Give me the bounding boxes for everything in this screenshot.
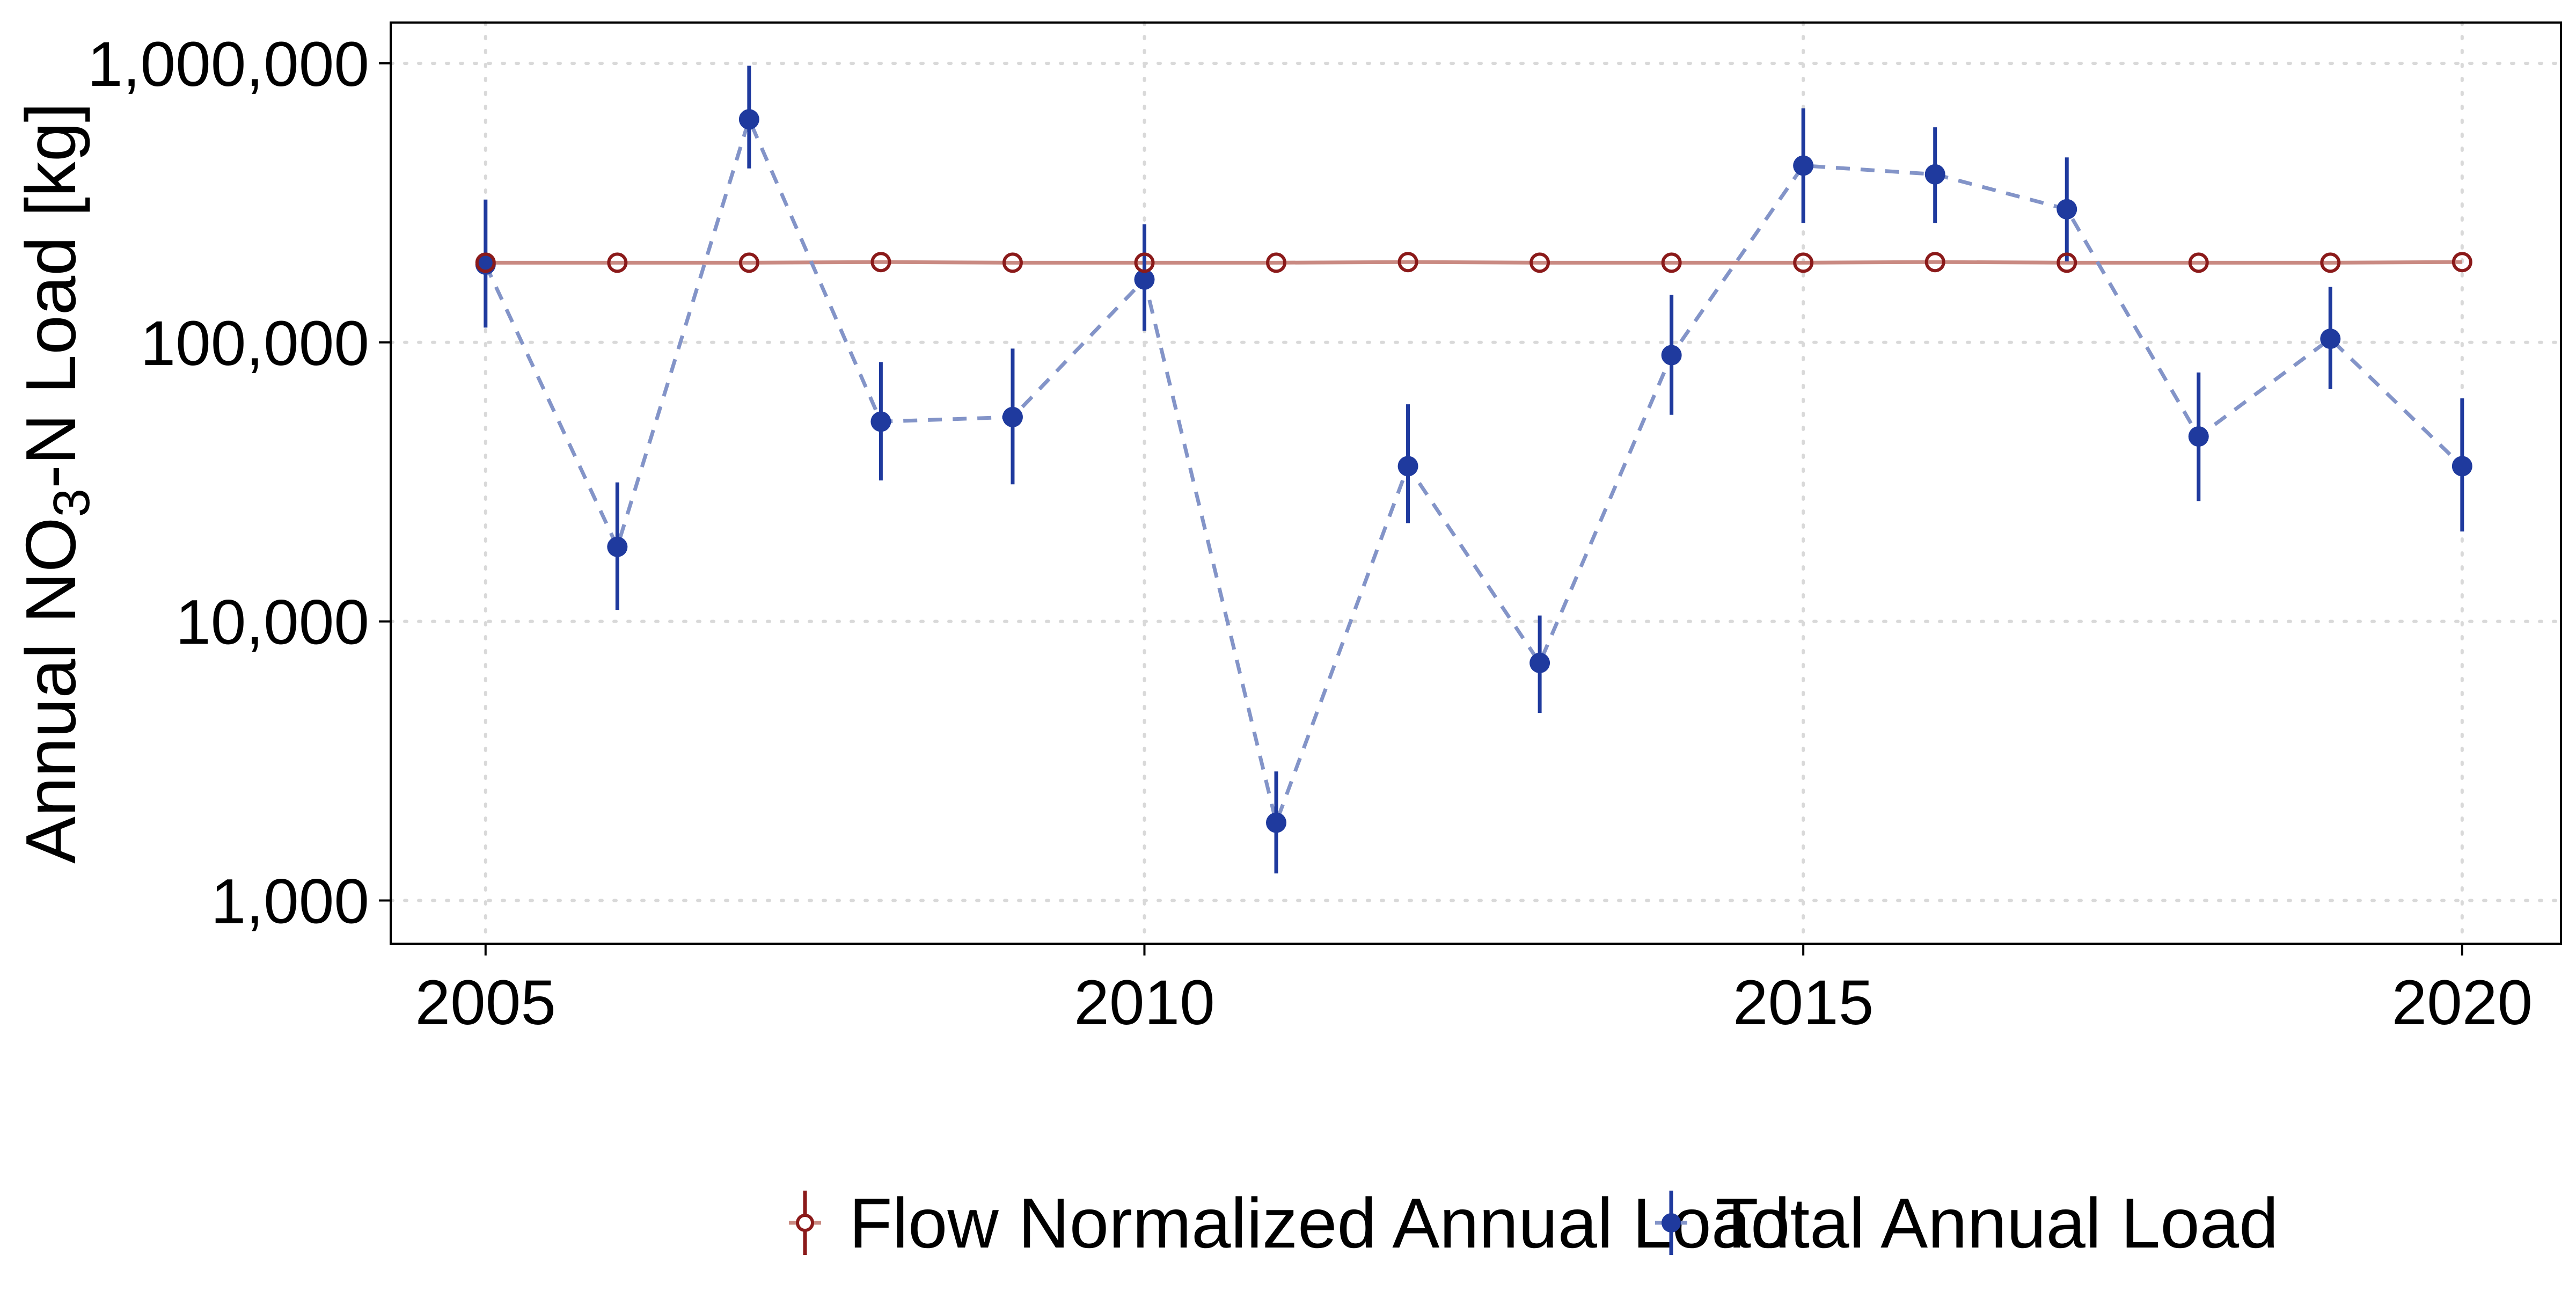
y-axis-title-subscript: 3 <box>43 488 100 517</box>
total-annual-load-point <box>738 109 759 130</box>
total-annual-load-point <box>1529 652 1550 673</box>
legend-label-total-annual-load: Total Annual Load <box>1715 1184 2279 1263</box>
flow-normalized-point <box>2057 252 2077 273</box>
flow-normalized-point <box>1924 252 1945 273</box>
total-annual-load-point <box>607 536 628 557</box>
total-annual-load-point <box>1661 345 1682 366</box>
flow-normalized-points <box>475 252 2472 273</box>
flow-normalized-point <box>2188 252 2209 273</box>
total-annual-load-points <box>475 109 2472 833</box>
y-tick-label: 1,000 <box>211 866 369 937</box>
total-annual-load-point <box>2320 329 2341 349</box>
flow-normalized-point <box>1529 252 1550 273</box>
total-annual-load-line-path <box>484 117 2464 825</box>
gridlines <box>389 21 2563 945</box>
y-tick-label: 10,000 <box>175 587 369 658</box>
y-tick-label: 1,000,000 <box>87 29 369 100</box>
x-tick-label: 2020 <box>2392 967 2533 1038</box>
legend: Flow Normalized Annual Load Total Annual… <box>789 1184 2279 1263</box>
flow-normalized-point <box>870 252 891 273</box>
y-tick-label: 100,000 <box>140 308 369 379</box>
legend-label-flow-normalized: Flow Normalized Annual Load <box>849 1184 1790 1263</box>
flow-normalized-point <box>607 252 628 273</box>
total-annual-load-point <box>1002 406 1023 427</box>
flow-normalized-point <box>1661 252 1682 273</box>
x-tick-label: 2010 <box>1074 967 1215 1038</box>
total-annual-load-point <box>1134 269 1155 290</box>
y-axis: 1,000 10,000 100,000 1,000,000 <box>87 29 391 937</box>
legend-key-flow-normalized <box>789 1191 821 1255</box>
y-axis-title-prefix: Annual NO <box>11 517 90 864</box>
flow-normalized-point <box>475 252 496 273</box>
flow-normalized-point <box>1002 252 1023 273</box>
flow-normalized-point <box>1266 252 1287 273</box>
x-axis: 2005 2010 2015 2020 <box>415 944 2533 1038</box>
total-annual-load-point <box>1397 456 1418 477</box>
flow-normalized-point <box>1793 252 1814 273</box>
error-bars <box>484 65 2464 874</box>
y-axis-title-suffix: -N Load [kg] <box>11 103 90 488</box>
total-annual-load-point <box>1793 155 1814 176</box>
total-annual-load-point <box>1266 812 1287 833</box>
x-tick-label: 2015 <box>1733 967 1874 1038</box>
total-annual-load-point <box>2057 199 2077 220</box>
total-annual-load-point <box>2451 456 2472 477</box>
total-annual-load-point <box>870 411 891 432</box>
x-tick-label: 2005 <box>415 967 557 1038</box>
plot-panel-border <box>390 21 2562 945</box>
flow-normalized-point <box>1134 252 1155 273</box>
y-axis-title: Annual NO3-N Load [kg] <box>11 103 100 864</box>
legend-key-total-annual-load <box>1655 1191 1687 1255</box>
total-annual-load-point <box>1924 164 1945 185</box>
flow-normalized-point <box>2451 252 2472 273</box>
flow-normalized-point <box>1397 252 1418 273</box>
flow-normalized-point <box>738 252 759 273</box>
total-annual-load-point <box>2188 426 2209 447</box>
total-annual-load-line <box>484 117 2464 825</box>
flow-normalized-point <box>2320 252 2341 273</box>
